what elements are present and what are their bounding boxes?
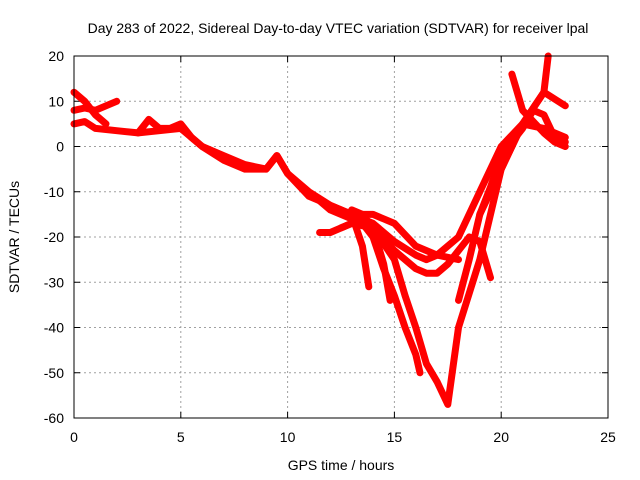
y-tick-label: -30	[44, 274, 64, 290]
x-tick-label: 5	[177, 429, 185, 445]
x-axis-label: GPS time / hours	[288, 457, 395, 473]
y-tick-label: 0	[56, 139, 64, 155]
y-tick-label: -10	[44, 184, 64, 200]
series-sat-l	[476, 106, 569, 218]
y-axis-label: SDTVAR / TECUs	[6, 181, 22, 293]
y-tick-label: 20	[48, 48, 64, 64]
series-sat-b	[70, 88, 110, 128]
x-tick-label: 25	[600, 429, 616, 445]
series-sat-c	[70, 118, 462, 264]
y-tick-label: -20	[44, 229, 64, 245]
x-tick-label: 20	[493, 429, 509, 445]
series-sat-d	[134, 115, 569, 264]
chart-title: Day 283 of 2022, Sidereal Day-to-day VTE…	[88, 20, 589, 36]
x-tick-label: 15	[387, 429, 403, 445]
y-tick-label: -60	[44, 410, 64, 426]
series-sat-a	[70, 97, 121, 114]
series-sat-k	[508, 70, 569, 150]
axis-ticks: 0 5 10 15 20 25 20 10 0 -10 -20 -30 -40 -50 -60	[44, 48, 616, 445]
y-tick-label: -50	[44, 365, 64, 381]
x-tick-label: 10	[280, 429, 296, 445]
y-tick-label: -40	[44, 320, 64, 336]
series-sat-j	[455, 52, 552, 304]
y-tick-label: 10	[48, 93, 64, 109]
series-layer	[70, 52, 569, 408]
series-sat-i	[348, 206, 394, 304]
series-sat-h	[348, 210, 373, 291]
x-tick-label: 0	[70, 429, 78, 445]
plot-frame	[73, 55, 609, 419]
